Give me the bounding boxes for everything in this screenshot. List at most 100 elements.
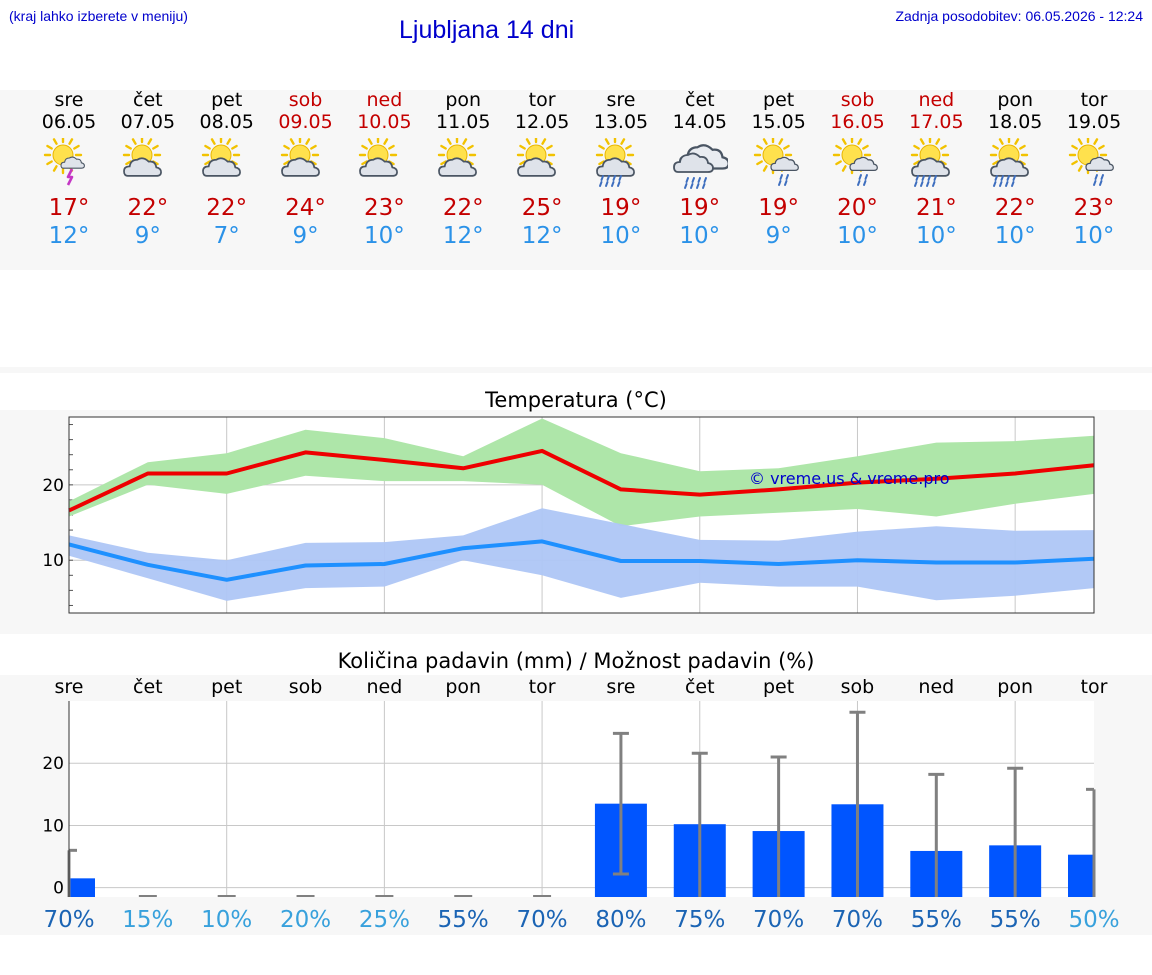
- max-temperature: 19°: [758, 195, 800, 221]
- day-forecast: sre 06.05 17° 12°: [30, 90, 108, 250]
- x-tick-label: ned: [366, 676, 402, 698]
- x-tick-label: tor: [1081, 676, 1108, 698]
- precip-bar: [69, 878, 95, 897]
- day-forecast: sre 13.05 19° 10°: [582, 90, 660, 250]
- precip-probability: 80%: [595, 907, 646, 933]
- max-temperature: 19°: [600, 195, 642, 221]
- min-temperature: 9°: [292, 223, 319, 249]
- sun-cloud-icon: [122, 138, 162, 177]
- day-forecast: pon 11.05 22° 12°: [424, 90, 502, 250]
- sun-cloud-rain-icon: [989, 138, 1030, 187]
- day-date: 13.05: [593, 111, 649, 133]
- y-tick-label: 20: [42, 476, 64, 496]
- day-forecast: pet 15.05 19° 9°: [740, 90, 818, 250]
- min-temperature: 12°: [48, 223, 90, 249]
- precip-probability: 55%: [990, 907, 1041, 933]
- x-tick-label: pon: [997, 676, 1033, 698]
- day-name: pet: [211, 89, 243, 111]
- day-name: sre: [606, 89, 636, 111]
- day-name: ned: [918, 89, 955, 111]
- max-temperature: 23°: [1073, 195, 1115, 221]
- min-temperature: 10°: [1073, 223, 1115, 249]
- precip-bar: [1068, 854, 1094, 897]
- day-date: 19.05: [1066, 111, 1122, 133]
- max-temperature: 19°: [679, 195, 721, 221]
- precip-probability: 70%: [517, 907, 568, 933]
- min-temperature: 9°: [765, 223, 792, 249]
- min-temperature: 10°: [600, 223, 642, 249]
- watermark: © vreme.us & vreme.pro: [749, 469, 950, 488]
- max-temperature: 17°: [48, 195, 90, 221]
- min-temperature: 7°: [213, 223, 240, 249]
- min-temperature: 9°: [134, 223, 161, 249]
- max-temperature: 22°: [127, 195, 169, 221]
- day-forecast: ned 10.05 23° 10°: [345, 90, 423, 250]
- plot-frame: [68, 416, 1095, 614]
- day-name: čet: [133, 89, 163, 111]
- day-date: 18.05: [987, 111, 1043, 133]
- x-tick-label: sob: [289, 676, 323, 698]
- precip-probability: 70%: [43, 907, 94, 933]
- x-tick-label: čet: [685, 676, 715, 698]
- day-name: pet: [763, 89, 795, 111]
- max-temp-range-band: [69, 418, 1094, 527]
- x-tick-label: čet: [133, 676, 163, 698]
- day-date: 11.05: [436, 111, 491, 133]
- x-tick-label: pon: [445, 676, 481, 698]
- precip-probability: 15%: [122, 907, 173, 933]
- x-tick-label: pet: [211, 676, 242, 698]
- day-date: 15.05: [751, 111, 806, 133]
- day-forecast: pet 08.05 22° 7°: [188, 90, 266, 250]
- sun-cloud-icon: [516, 138, 556, 177]
- max-temp-line: [68, 448, 1095, 513]
- day-forecast: tor 12.05 25° 12°: [503, 90, 581, 250]
- precipitation-chart-title: Količina padavin (mm) / Možnost padavin …: [337, 649, 815, 673]
- min-temperature: 10°: [994, 223, 1036, 249]
- x-tick-label: sre: [606, 676, 635, 698]
- max-temperature: 22°: [442, 195, 484, 221]
- last-updated: Zadnja posodobitev: 06.05.2026 - 12:24: [895, 8, 1143, 24]
- day-name: sre: [54, 89, 84, 111]
- precip-probability: 20%: [280, 907, 331, 933]
- precip-probability: 55%: [911, 907, 962, 933]
- x-tick-label: sre: [55, 676, 84, 698]
- day-name: sob: [840, 89, 875, 111]
- day-date: 14.05: [672, 111, 727, 133]
- max-temperature: 23°: [364, 195, 405, 221]
- min-temperature: 10°: [679, 223, 721, 249]
- day-forecast: čet 07.05 22° 9°: [109, 90, 187, 250]
- sun-cloud-icon: [438, 138, 478, 177]
- sun-cloud-thunder-icon: [43, 138, 85, 186]
- max-temperature: 25°: [521, 195, 563, 221]
- day-name: pon: [997, 89, 1034, 111]
- sun-cloud-icon: [280, 138, 320, 177]
- precipitation-chart: 0 10 20 sre čet pet sob ned pon tor sre čet pet sob ne…: [42, 676, 1119, 933]
- day-name: sob: [288, 89, 323, 111]
- sun-cloud-icon: [359, 138, 399, 177]
- day-name: tor: [528, 89, 556, 111]
- max-temperature: 21°: [915, 195, 957, 221]
- sun-cloud-light-rain-icon: [1068, 138, 1114, 186]
- day-forecast: čet 14.05 19° 10°: [661, 90, 739, 250]
- sun-cloud-rain-icon: [911, 138, 951, 187]
- day-name: tor: [1080, 89, 1108, 111]
- sun-cloud-icon: [201, 138, 241, 177]
- max-temperature: 24°: [285, 195, 326, 221]
- day-date: 12.05: [514, 111, 570, 133]
- min-temp-line: [68, 539, 1095, 582]
- min-temperature: 12°: [442, 223, 484, 249]
- day-date: 07.05: [120, 111, 176, 133]
- day-date: 06.05: [41, 111, 97, 133]
- divider: [0, 367, 1152, 373]
- precip-probability: 75%: [674, 907, 725, 933]
- precip-probability: 70%: [832, 907, 883, 933]
- min-temperature: 10°: [837, 223, 878, 249]
- min-temp-range-band: [69, 508, 1094, 601]
- x-tick-label: ned: [918, 676, 954, 698]
- y-tick-label: 0: [53, 879, 64, 899]
- x-tick-label: pet: [763, 676, 794, 698]
- precip-probability: 10%: [201, 907, 252, 933]
- min-temperature: 10°: [915, 223, 957, 249]
- day-date: 16.05: [830, 111, 885, 133]
- day-date: 09.05: [278, 111, 333, 133]
